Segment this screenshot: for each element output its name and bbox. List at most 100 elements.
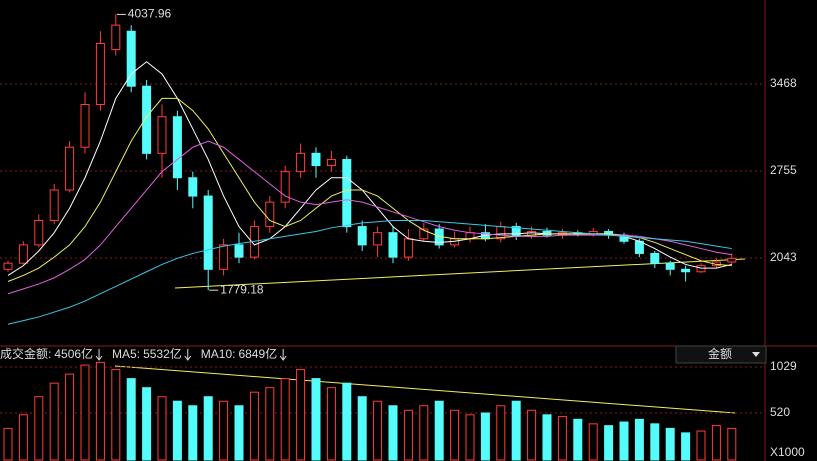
volume-bar — [403, 409, 413, 461]
candle-body — [111, 24, 121, 51]
y-tick-label: 2043 — [770, 250, 797, 264]
y-tick-label: 2755 — [770, 163, 797, 177]
volume-bar — [3, 427, 13, 461]
volume-bar — [650, 423, 660, 461]
candle-body — [342, 158, 352, 228]
candle-body — [80, 104, 90, 148]
down-arrow — [95, 349, 103, 361]
candle-body — [95, 42, 105, 106]
volume-bar — [249, 391, 259, 461]
volume-bar — [95, 361, 105, 461]
volume-bar — [480, 412, 490, 461]
volume-bar — [188, 405, 198, 461]
y-tick-label: 1029 — [770, 359, 797, 373]
candle-body — [419, 228, 429, 240]
dropdown-arrow[interactable] — [752, 352, 760, 357]
trend-line — [174, 258, 746, 289]
candle-body — [681, 268, 691, 273]
volume-bar — [496, 405, 506, 461]
candle-body — [142, 85, 152, 154]
candle-body — [234, 244, 244, 258]
indicator-value: 5532亿 — [143, 346, 182, 361]
volume-bar — [126, 378, 136, 461]
volume-bar — [265, 387, 275, 461]
candle-body — [265, 201, 275, 228]
volume-bar — [311, 378, 321, 461]
volume-bar — [604, 425, 614, 461]
down-arrow — [279, 349, 287, 361]
volume-bar — [357, 396, 367, 461]
candle-body — [311, 152, 321, 167]
volume-bar — [681, 432, 691, 461]
candle-body — [373, 232, 383, 246]
volume-bar — [388, 405, 398, 461]
ma-line — [7, 140, 732, 295]
candle-body — [326, 158, 336, 167]
ma-line — [7, 97, 732, 282]
candle-body — [18, 244, 28, 264]
volume-bar — [573, 418, 583, 461]
candle-body — [203, 195, 213, 270]
volume-bar — [203, 396, 213, 461]
candle-body — [696, 265, 706, 273]
candle-body — [34, 219, 44, 246]
volume-bar — [557, 416, 567, 461]
dropdown-box[interactable] — [675, 345, 767, 364]
volume-bar — [619, 421, 629, 461]
candle-body — [665, 262, 675, 270]
ma-line — [7, 219, 732, 325]
volume-trend-line — [114, 365, 736, 414]
candle-body — [3, 262, 13, 270]
indicator-value: 4506亿 — [54, 346, 93, 361]
candle-body — [172, 116, 182, 179]
unit-label: X1000 — [770, 445, 805, 459]
volume-bar — [111, 369, 121, 461]
candle-body — [280, 171, 290, 203]
volume-bar — [373, 400, 383, 461]
volume-bar — [234, 405, 244, 461]
volume-bar — [296, 369, 306, 461]
candle-body — [219, 244, 229, 270]
volume-bar — [419, 405, 429, 461]
ma-line — [7, 61, 732, 276]
candle-body — [65, 146, 75, 191]
volume-bar — [511, 400, 521, 461]
volume-bar — [542, 414, 552, 461]
volume-bar — [18, 414, 28, 461]
volume-bar — [450, 409, 460, 461]
indicator-value: 6849亿 — [238, 346, 277, 361]
candle-body — [188, 177, 198, 197]
volume-bar — [157, 396, 167, 461]
high-label: 4037.96 — [128, 7, 172, 21]
candle-body — [403, 238, 413, 258]
volume-bar — [49, 382, 59, 461]
volume-bar — [80, 364, 90, 461]
volume-bar — [665, 427, 675, 461]
volume-bar — [465, 414, 475, 461]
indicator-label: MA10: — [201, 347, 236, 361]
volume-bar — [219, 400, 229, 461]
volume-bar — [711, 425, 721, 461]
candle-body — [157, 116, 167, 154]
candle-body — [650, 252, 660, 264]
volume-bar — [696, 430, 706, 461]
y-tick-label: 3468 — [770, 76, 797, 90]
volume-bar — [342, 382, 352, 461]
volume-bar — [280, 378, 290, 461]
indicator-label: 成交金额: — [0, 346, 51, 361]
y-tick-label: 520 — [770, 405, 790, 419]
candle-body — [727, 257, 737, 263]
volume-bar — [65, 373, 75, 461]
volume-bar — [727, 427, 737, 461]
dropdown-label[interactable]: 金额 — [708, 346, 732, 361]
candle-body — [126, 30, 136, 87]
volume-bar — [434, 400, 444, 461]
candle-body — [49, 189, 59, 221]
volume-bar — [634, 418, 644, 461]
candle-body — [296, 152, 306, 173]
low-label: 1779.18 — [220, 282, 264, 296]
volume-bar — [588, 423, 598, 461]
indicator-label: MA5: — [112, 347, 140, 361]
